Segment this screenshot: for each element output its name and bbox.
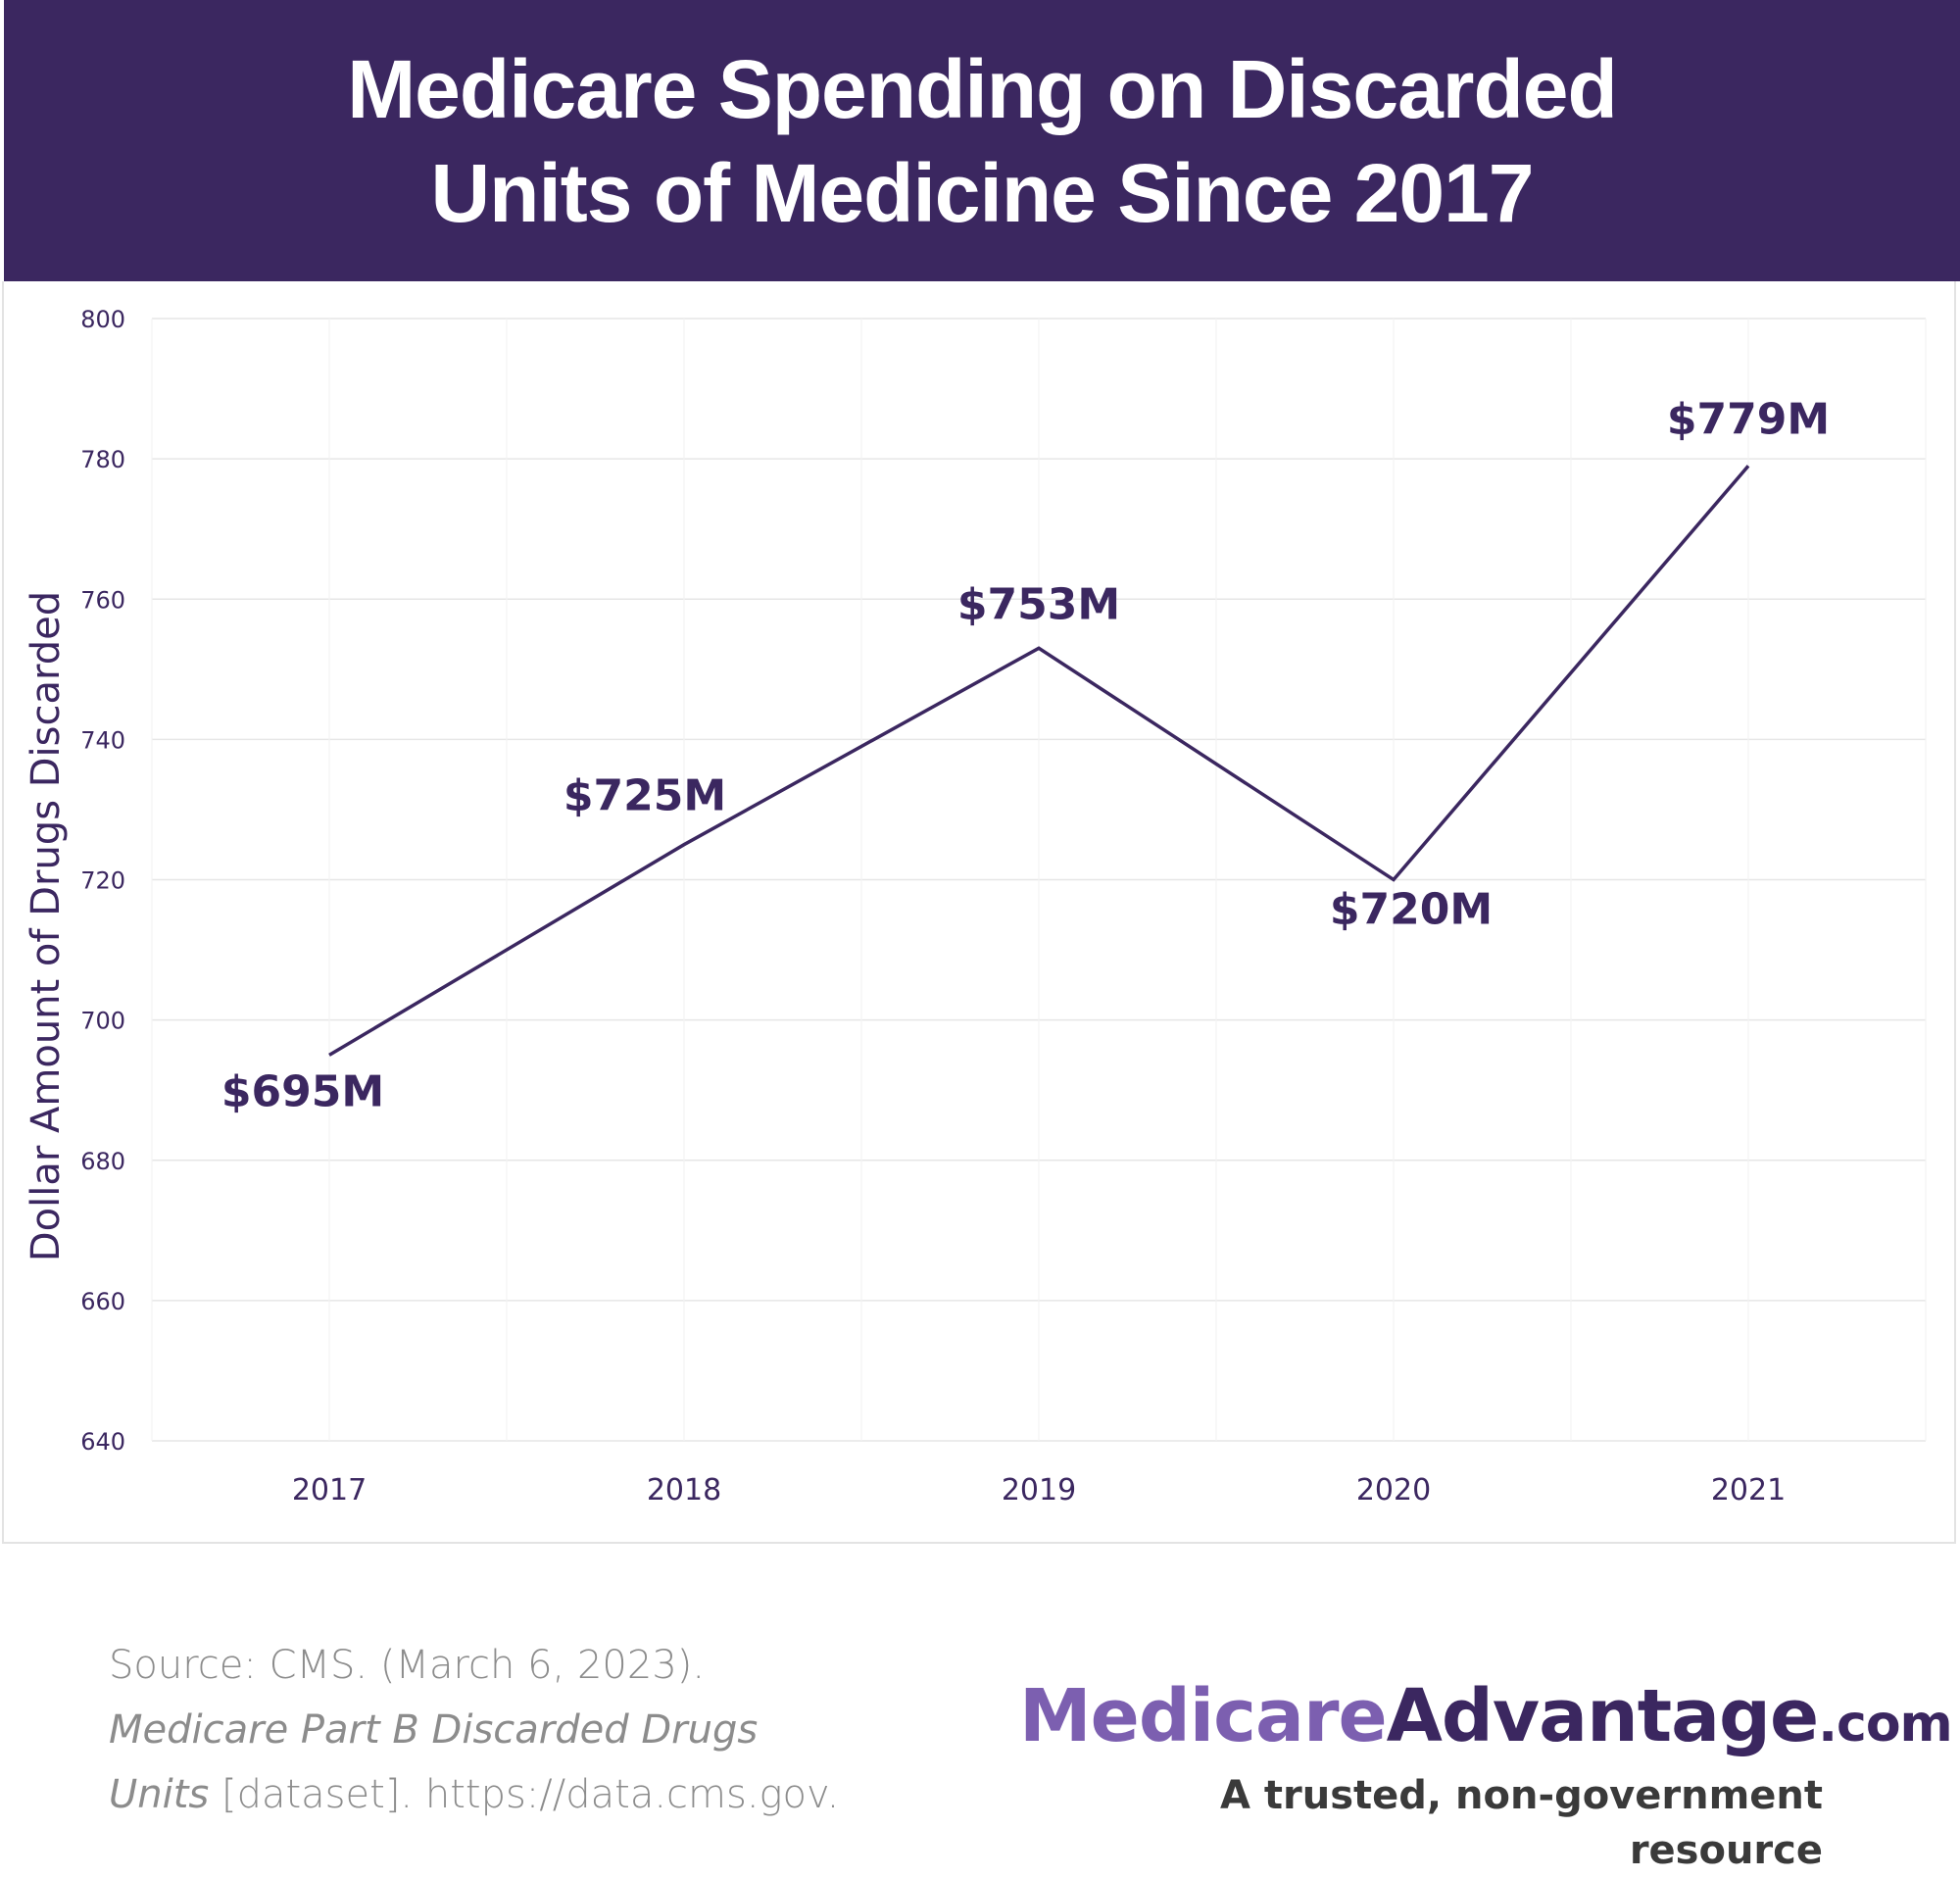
y-tick-label: 760: [80, 586, 125, 614]
source-citation: Source: CMS. (March 6, 2023). Medicare P…: [109, 1633, 854, 1827]
line-chart: 640 660 680 700 720 740 760 780 800 2017 2018 2019…: [0, 0, 1960, 1568]
source-suffix: [dataset]. https://data.cms.gov.: [209, 1772, 839, 1817]
data-label: $779M: [1667, 394, 1830, 444]
brand-logo: MedicareAdvantage.com A trusted, non-gov…: [1019, 1672, 1823, 1878]
x-tick-label: 2017: [292, 1473, 367, 1507]
x-tick-label: 2019: [1002, 1473, 1076, 1507]
y-tick-label: 740: [80, 726, 125, 754]
x-tick-label: 2020: [1356, 1473, 1431, 1507]
source-prefix: Source: CMS. (March 6, 2023).: [109, 1643, 705, 1688]
y-axis-ticks: 640 660 680 700 720 740 760 780 800: [80, 306, 125, 1456]
data-label: $725M: [564, 771, 726, 821]
x-tick-label: 2018: [647, 1473, 721, 1507]
y-tick-label: 780: [80, 446, 125, 473]
data-label: $720M: [1330, 885, 1493, 935]
y-tick-label: 660: [80, 1288, 125, 1315]
y-tick-label: 700: [80, 1008, 125, 1035]
y-tick-label: 680: [80, 1148, 125, 1175]
y-tick-label: 720: [80, 867, 125, 895]
data-labels: $695M $725M $753M $720M $779M: [221, 394, 1830, 1116]
x-tick-label: 2021: [1711, 1473, 1786, 1507]
y-tick-label: 800: [80, 306, 125, 333]
y-axis-label: Dollar Amount of Drugs Discarded: [24, 591, 69, 1261]
brand-wordmark: MedicareAdvantage.com: [1019, 1672, 1823, 1768]
brand-tagline: A trusted, non-government resource: [1019, 1768, 1823, 1878]
grid-lines: [152, 319, 1926, 1441]
y-tick-label: 640: [80, 1428, 125, 1456]
x-axis-ticks: 2017 2018 2019 2020 2021: [292, 1473, 1786, 1507]
data-label: $753M: [957, 579, 1120, 629]
data-label: $695M: [221, 1066, 384, 1116]
